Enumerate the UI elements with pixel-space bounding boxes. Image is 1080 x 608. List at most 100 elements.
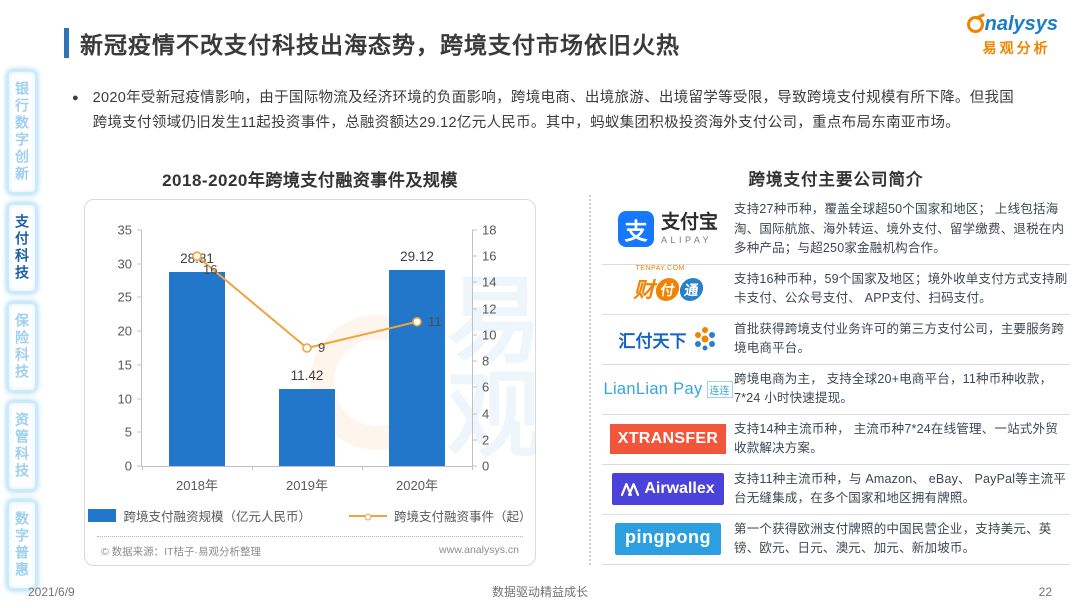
tick-mark-right (472, 386, 477, 388)
legend-bar-swatch-icon (88, 509, 117, 522)
tick-mark-right (472, 281, 477, 283)
tick-mark-left (137, 431, 142, 433)
sidebar-item-bank-digital[interactable]: 银行数字创新 (7, 70, 37, 194)
x-tick-mark (362, 466, 363, 470)
funding-scale-bar (279, 389, 335, 466)
xtransfer-logo: XTRANSFER (602, 424, 734, 454)
axis-tick-right: 0 (482, 458, 490, 474)
pingpong-badge: pingpong (615, 523, 721, 555)
axis-tick-right: 8 (482, 353, 490, 369)
section-divider (589, 195, 591, 565)
tick-mark-right (472, 465, 477, 467)
lianlian-name: LianLian Pay (603, 379, 703, 398)
x-axis-label: 2018年 (176, 478, 218, 493)
chart-title: 2018-2020年跨境支付融资事件及规模 (162, 171, 458, 190)
company-desc-airwallex: 支持11种主流币种，与 Amazon、 eBay、 PayPal等主流平台无缝集… (734, 471, 1067, 506)
tick-mark-left (137, 398, 142, 400)
company-desc-pingpong: 第一个获得欧洲支付牌照的中国民营企业，支持美元、英镑、欧元、日元、澳元、加元、新… (734, 521, 1052, 556)
x-axis-label: 2019年 (286, 478, 328, 493)
pingpong-logo: pingpong (602, 523, 734, 555)
funding-scale-bar (168, 271, 225, 466)
legend-bar-label: 跨境支付融资规模（亿元人民币） (123, 510, 311, 524)
x-tick-mark (472, 466, 473, 470)
axis-tick-left: 0 (124, 458, 132, 474)
x-axis-label: 2020年 (396, 478, 438, 493)
line-value-label: 11 (428, 313, 442, 329)
chart-plot: 3530252015105018161412108642028.812018年1… (118, 223, 497, 494)
company-desc-tenpay: 支持16种币种，59个国家及地区；境外收单支付方式支持刷卡支付、公众号支付、 A… (734, 271, 1068, 306)
website-link[interactable]: www.analysys.cn (439, 544, 519, 556)
lianlian-logo: LianLian Pay 连连 (602, 380, 734, 399)
axis-tick-right: 6 (482, 379, 490, 395)
axis-tick-right: 10 (482, 327, 497, 343)
company-row-xtransfer: XTRANSFER 支持14种主流币种， 主流币种7*24在线管理、一站式外贸收款… (602, 415, 1070, 465)
axis-tick-right: 2 (482, 432, 490, 448)
line-value-label: 9 (318, 340, 326, 355)
huifu-mosaic-icon (694, 327, 715, 351)
funding-events-line (192, 251, 422, 353)
airwallex-mark-icon (621, 482, 640, 496)
legend-item-line: 跨境支付融资事件（起） (349, 506, 532, 525)
tick-mark-left (137, 296, 142, 298)
alipay-name: 支付宝 (660, 211, 718, 233)
axis-tick-left: 25 (117, 289, 132, 305)
header: 新冠疫情不改支付科技出海态势，跨境支付市场依旧火热 (64, 26, 680, 60)
footer-slogan: 数据驱动精益成长 (491, 585, 588, 599)
sidebar-item-payment-tech[interactable]: 支付科技 (7, 203, 37, 293)
sidebar-item-asset-tech[interactable]: 资管科技 (7, 401, 37, 491)
company-row-tenpay: TENPAY.COM 财付通支持16种币种，59个国家及地区；境外收单支付方式支持… (602, 265, 1070, 315)
legend-line-swatch-icon (349, 513, 387, 520)
footer-date: 2021/6/9 (28, 584, 75, 599)
tick-mark-right (472, 360, 477, 362)
sidebar: 银行数字创新支付科技保险科技资管科技数字普惠 (7, 70, 37, 590)
company-row-alipay: 支支付宝 ALIPAY 支持27种币种，覆盖全球超50个国家和地区； 上线包括海淘、… (602, 195, 1070, 265)
lianlian-cn-badge: 连连 (706, 380, 733, 398)
company-desc-huifu: 首批获得跨境支付业务许可的第三方支付公司，主要服务跨境电商平台。 (734, 321, 1065, 356)
title-accent-bar (64, 28, 69, 58)
axis-tick-left: 20 (117, 323, 132, 339)
bullet-icon: ● (72, 92, 79, 104)
axis-tick-right: 12 (482, 301, 497, 317)
legend-item-bar: 跨境支付融资规模（亿元人民币） (88, 506, 311, 525)
company-desc-xtransfer: 支持14种主流币种， 主流币种7*24在线管理、一站式外贸收款解决方案。 (734, 421, 1058, 456)
axis-tick-left: 5 (124, 424, 132, 440)
tick-mark-left (137, 229, 142, 231)
tick-mark-right (472, 308, 477, 310)
axis-tick-left: 15 (117, 357, 132, 373)
axis-tick-left: 10 (117, 391, 132, 407)
company-row-airwallex: Airwallex 支持11种主流币种，与 Amazon、 eBay、 PayPa… (602, 465, 1070, 515)
line-point-marker (192, 251, 202, 262)
companies-section: 跨境支付主要公司简介 支支付宝 ALIPAY 支持27种币种，覆盖全球超50个国家和… (602, 166, 1070, 565)
analysys-swirl-icon (966, 16, 984, 33)
company-desc-lianlian: 跨境电商为主， 支持全球20+电商平台，11种币种收款，7*24 小时快速提现。 (734, 371, 1053, 406)
axis-tick-left: 30 (117, 256, 132, 272)
alipay-sub: ALIPAY (660, 234, 713, 245)
tenpay-logo: TENPAY.COM 财付通 (602, 265, 734, 304)
huifu-logo: 汇付天下 (602, 326, 734, 352)
tick-mark-left (137, 465, 142, 467)
sidebar-item-digital-inclusive[interactable]: 数字普惠 (7, 500, 37, 590)
chart-source-row: © 数据来源：IT桔子·易观分析整理 www.analysys.cn (97, 536, 523, 559)
x-tick-mark (142, 466, 143, 470)
alipay-logo: 支支付宝 ALIPAY (602, 211, 734, 248)
chart-legend: 跨境支付融资规模（亿元人民币） 跨境支付融资事件（起） (85, 506, 535, 525)
airwallex-badge: Airwallex (612, 473, 724, 505)
tick-mark-right (472, 334, 477, 336)
axis-tick-right: 4 (482, 406, 490, 422)
tenpay-logo-icon: TENPAY.COM 财付通 (634, 265, 705, 304)
tick-mark-right (472, 255, 477, 257)
legend-line-label: 跨境支付融资事件（起） (394, 510, 532, 524)
page-number: 22 (1038, 584, 1052, 599)
company-row-pingpong: pingpong 第一个获得欧洲支付牌照的中国民营企业，支持美元、英镑、欧元、日元… (602, 515, 1070, 565)
summary-text: 2020年受新冠疫情影响，由于国际物流及经济环境的负面影响，跨境电商、出境旅游、… (92, 90, 1015, 132)
x-tick-mark (252, 466, 253, 470)
company-row-huifu: 汇付天下 首批获得跨境支付业务许可的第三方支付公司，主要服务跨境电商平台。 (602, 315, 1070, 365)
xtransfer-badge: XTRANSFER (609, 424, 727, 454)
sidebar-item-insurance-tech[interactable]: 保险科技 (7, 302, 37, 392)
tick-mark-left (137, 330, 142, 332)
logo-text-cn: 易观分析 (982, 40, 1051, 56)
company-list: 支支付宝 ALIPAY 支持27种币种，覆盖全球超50个国家和地区； 上线包括海淘、… (602, 195, 1070, 565)
axis-tick-right: 18 (482, 222, 497, 238)
logo-text-en: nalysys (984, 13, 1058, 35)
